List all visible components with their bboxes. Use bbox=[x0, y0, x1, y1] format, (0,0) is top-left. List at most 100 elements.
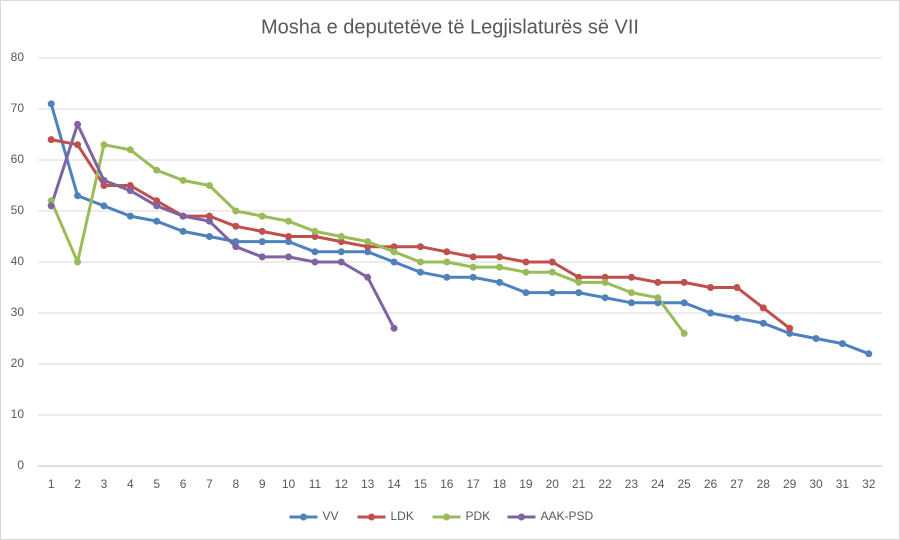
data-point bbox=[469, 263, 477, 271]
data-point bbox=[153, 217, 161, 225]
data-point bbox=[74, 192, 82, 200]
x-tick-label: 19 bbox=[519, 477, 533, 491]
data-point bbox=[759, 319, 767, 327]
data-point bbox=[47, 202, 55, 210]
y-tick-label: 30 bbox=[11, 305, 25, 319]
data-point bbox=[285, 253, 293, 261]
x-tick-label: 15 bbox=[414, 477, 428, 491]
data-point bbox=[100, 202, 108, 210]
data-point bbox=[74, 120, 82, 128]
data-point bbox=[469, 273, 477, 281]
y-tick-label: 40 bbox=[11, 254, 25, 268]
x-tick-label: 23 bbox=[625, 477, 639, 491]
data-point bbox=[311, 248, 319, 256]
data-point bbox=[232, 207, 240, 215]
data-point bbox=[100, 182, 108, 189]
data-point bbox=[337, 258, 345, 266]
data-point bbox=[548, 289, 556, 297]
data-point bbox=[654, 294, 662, 302]
y-tick-label: 10 bbox=[11, 407, 25, 421]
data-point bbox=[232, 238, 240, 246]
data-point bbox=[364, 243, 372, 251]
legend-marker bbox=[300, 513, 307, 521]
y-tick-label: 50 bbox=[11, 203, 25, 217]
data-point bbox=[496, 263, 504, 271]
data-point bbox=[627, 299, 635, 307]
data-point bbox=[258, 227, 266, 235]
data-point bbox=[47, 197, 55, 205]
data-point bbox=[205, 212, 213, 220]
data-point bbox=[865, 350, 873, 358]
data-point bbox=[707, 309, 715, 317]
x-tick-label: 30 bbox=[809, 477, 823, 491]
data-point bbox=[100, 176, 108, 184]
data-point bbox=[232, 243, 240, 251]
x-tick-label: 10 bbox=[282, 477, 296, 491]
data-point bbox=[680, 278, 688, 286]
data-point bbox=[627, 289, 635, 297]
data-point bbox=[337, 248, 345, 256]
data-point bbox=[443, 273, 451, 281]
data-point bbox=[311, 227, 319, 235]
legend-marker bbox=[368, 513, 375, 521]
data-point bbox=[179, 212, 187, 220]
y-tick-label: 60 bbox=[11, 152, 25, 166]
data-point bbox=[311, 258, 319, 266]
data-point bbox=[601, 294, 609, 302]
data-point bbox=[522, 289, 530, 297]
legend-label: PDK bbox=[466, 509, 491, 523]
data-point bbox=[390, 248, 398, 256]
data-point bbox=[153, 197, 161, 205]
x-tick-label: 4 bbox=[127, 477, 134, 491]
x-tick-label: 12 bbox=[335, 477, 349, 491]
data-point bbox=[126, 182, 134, 189]
x-tick-label: 9 bbox=[259, 477, 266, 491]
legend-label: AAK-PSD bbox=[541, 509, 594, 523]
x-tick-label: 32 bbox=[862, 477, 876, 491]
legend-marker bbox=[443, 513, 450, 521]
data-point bbox=[100, 141, 108, 149]
legend-label: VV bbox=[323, 509, 339, 523]
data-point bbox=[838, 340, 846, 348]
x-tick-label: 20 bbox=[546, 477, 560, 491]
y-tick-label: 0 bbox=[17, 458, 24, 472]
data-point bbox=[707, 284, 715, 291]
data-point bbox=[258, 212, 266, 220]
data-point bbox=[153, 166, 161, 174]
data-point bbox=[126, 212, 134, 220]
data-point bbox=[416, 268, 424, 276]
y-tick-label: 20 bbox=[11, 356, 25, 370]
x-tick-label: 17 bbox=[467, 477, 481, 491]
data-point bbox=[786, 324, 794, 332]
data-point bbox=[443, 248, 451, 256]
data-point bbox=[258, 238, 266, 246]
data-point bbox=[601, 273, 609, 281]
series-line bbox=[49, 102, 871, 356]
x-tick-label: 29 bbox=[783, 477, 797, 491]
x-tick-label: 2 bbox=[74, 477, 81, 491]
x-tick-label: 25 bbox=[678, 477, 692, 491]
data-point bbox=[205, 233, 213, 240]
data-point bbox=[759, 304, 767, 312]
data-point bbox=[364, 273, 372, 281]
data-point bbox=[601, 278, 609, 286]
data-point bbox=[496, 253, 504, 261]
data-point bbox=[680, 329, 688, 337]
data-point bbox=[311, 233, 319, 240]
data-point bbox=[733, 284, 741, 291]
x-tick-label: 22 bbox=[598, 477, 612, 491]
data-point bbox=[390, 243, 398, 251]
data-point bbox=[575, 273, 583, 281]
data-point bbox=[443, 258, 451, 266]
data-point bbox=[575, 289, 583, 297]
data-point bbox=[416, 243, 424, 251]
x-tick-label: 7 bbox=[206, 477, 213, 491]
data-point bbox=[627, 273, 635, 281]
data-point bbox=[126, 146, 134, 154]
x-tick-label: 28 bbox=[757, 477, 771, 491]
data-point bbox=[285, 233, 293, 240]
x-tick-label: 13 bbox=[361, 477, 375, 491]
x-tick-label: 5 bbox=[153, 477, 160, 491]
data-point bbox=[74, 141, 82, 149]
